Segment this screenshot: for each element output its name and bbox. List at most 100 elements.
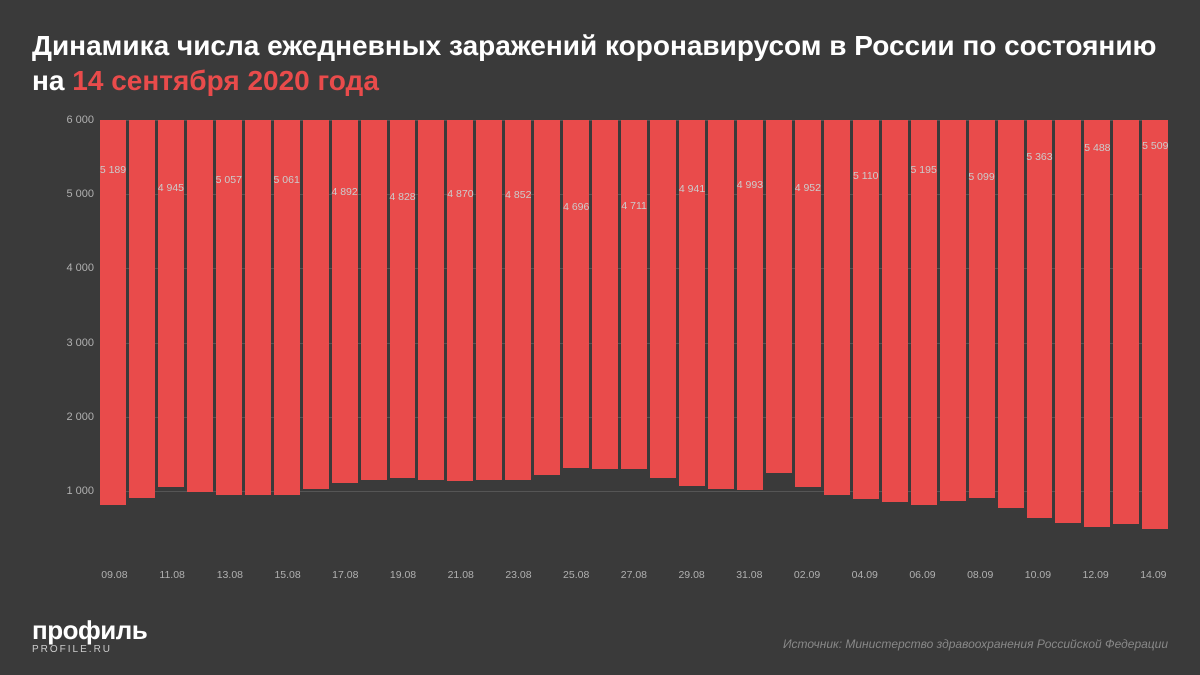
bar-wrap: 5 509 (1142, 120, 1168, 565)
x-axis-label: 17.08 (331, 569, 360, 587)
bar-wrap (998, 120, 1024, 565)
bar-wrap (824, 120, 850, 565)
bar-value-label: 4 945 (158, 182, 184, 194)
bar (361, 120, 387, 480)
bar-value-label: 4 852 (505, 189, 531, 201)
bar (1084, 120, 1110, 527)
x-axis-label: 04.09 (850, 569, 879, 587)
bar-wrap (418, 120, 444, 565)
x-axis-label (879, 569, 908, 587)
bar-wrap (766, 120, 792, 565)
x-axis-label (475, 569, 504, 587)
x-axis-label: 27.08 (619, 569, 648, 587)
bar-value-label: 5 110 (853, 170, 879, 182)
bar-wrap (592, 120, 618, 565)
bar (100, 120, 126, 505)
y-axis-label: 4 000 (52, 262, 94, 274)
bar (911, 120, 937, 505)
bar (1113, 120, 1139, 524)
bar (737, 120, 763, 490)
bar-value-label: 4 952 (795, 182, 821, 194)
bar-value-label: 5 189 (100, 164, 126, 176)
x-axis-label (533, 569, 562, 587)
x-axis-label (244, 569, 273, 587)
bar (882, 120, 908, 502)
bar (998, 120, 1024, 508)
bar-wrap (708, 120, 734, 565)
bar (563, 120, 589, 468)
bar-wrap: 4 945 (158, 120, 184, 565)
x-axis-label: 25.08 (562, 569, 591, 587)
bar-wrap (882, 120, 908, 565)
brand-name: профиль (32, 615, 147, 646)
bar-wrap: 4 993 (737, 120, 763, 565)
x-axis-label (995, 569, 1024, 587)
bar-wrap (1055, 120, 1081, 565)
bar-value-label: 5 195 (911, 164, 937, 176)
bar-wrap (534, 120, 560, 565)
x-axis-label: 11.08 (158, 569, 187, 587)
x-axis-label (706, 569, 735, 587)
bar (390, 120, 416, 478)
x-axis-label (821, 569, 850, 587)
bar-value-label: 4 993 (737, 179, 763, 191)
bar-wrap: 5 099 (969, 120, 995, 565)
x-axis-label: 21.08 (446, 569, 475, 587)
chart-frame: Динамика числа ежедневных заражений коро… (0, 0, 1200, 675)
bar (447, 120, 473, 481)
x-axis-label (591, 569, 620, 587)
x-axis-label (360, 569, 389, 587)
bar-wrap: 4 711 (621, 120, 647, 565)
bar (129, 120, 155, 498)
bar-value-label: 4 696 (563, 201, 589, 213)
y-axis-label: 2 000 (52, 411, 94, 423)
bar-value-label: 4 941 (679, 183, 705, 195)
x-axis-label: 10.09 (1024, 569, 1053, 587)
x-axis-label (417, 569, 446, 587)
x-axis-label (764, 569, 793, 587)
x-axis-label (187, 569, 216, 587)
x-axis-label: 23.08 (504, 569, 533, 587)
bar-value-label: 4 870 (447, 188, 473, 200)
bar (158, 120, 184, 487)
bar (1055, 120, 1081, 523)
bar (592, 120, 618, 469)
x-axis-labels: 09.0811.0813.0815.0817.0819.0821.0823.08… (100, 569, 1168, 587)
bar-value-label: 4 711 (621, 200, 647, 212)
bars-container: 5 1894 9455 0575 0614 8924 8284 8704 852… (100, 120, 1168, 565)
bar-value-label: 5 057 (216, 174, 242, 186)
bar-value-label: 5 061 (274, 174, 300, 186)
bar-wrap (476, 120, 502, 565)
bar (766, 120, 792, 473)
bar-value-label: 5 099 (968, 171, 994, 183)
chart-area: 1 0002 0003 0004 0005 0006 0005 1894 945… (52, 120, 1168, 565)
brand-block: профиль PROFILE.RU (32, 615, 147, 655)
bar-wrap: 4 941 (679, 120, 705, 565)
bar (1027, 120, 1053, 518)
x-axis-label: 12.09 (1081, 569, 1110, 587)
bar-wrap (940, 120, 966, 565)
title-highlight-text: 14 сентября 2020 года (72, 65, 379, 96)
bar (332, 120, 358, 483)
x-axis-label: 02.09 (793, 569, 822, 587)
bar-value-label: 4 892 (331, 186, 357, 198)
bar-wrap: 5 195 (911, 120, 937, 565)
x-axis-label: 13.08 (215, 569, 244, 587)
x-axis-label: 31.08 (735, 569, 764, 587)
x-axis-label: 29.08 (677, 569, 706, 587)
x-axis-label (937, 569, 966, 587)
bar-wrap: 5 057 (216, 120, 242, 565)
bar (621, 120, 647, 469)
x-axis-label: 06.09 (908, 569, 937, 587)
bar-value-label: 5 509 (1142, 140, 1168, 152)
bar (1142, 120, 1168, 529)
x-axis-label: 08.09 (966, 569, 995, 587)
x-axis-label: 09.08 (100, 569, 129, 587)
bar-wrap (187, 120, 213, 565)
bar-value-label: 5 488 (1084, 142, 1110, 154)
x-axis-label (1052, 569, 1081, 587)
bar-wrap (245, 120, 271, 565)
x-axis-label: 15.08 (273, 569, 302, 587)
bar-wrap: 5 363 (1027, 120, 1053, 565)
bar-wrap (303, 120, 329, 565)
